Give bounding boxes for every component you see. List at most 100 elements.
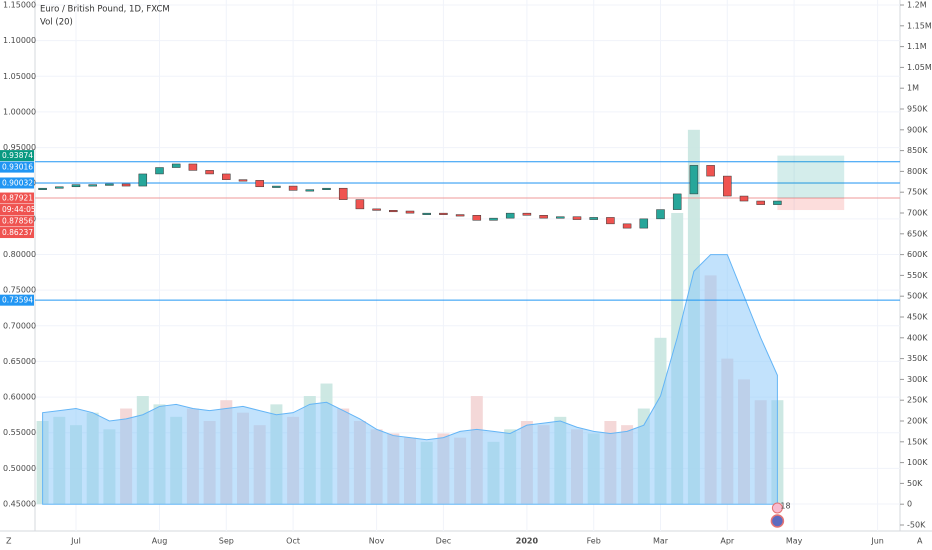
y2-tick-label: 400K	[907, 333, 928, 342]
y-tick-label: 0.75000	[3, 286, 36, 295]
y-tick-label: 0.55000	[3, 428, 36, 437]
candle	[305, 189, 315, 192]
candle	[255, 180, 264, 188]
y-tick-label: 0.80000	[3, 250, 36, 259]
price-badge	[0, 227, 34, 239]
corner-left: Z	[6, 537, 12, 546]
y-tick-label: 0.95000	[3, 143, 36, 152]
y-tick-label: 0.60000	[3, 393, 36, 402]
price-badge	[0, 150, 34, 162]
y2-tick-label: 150K	[907, 437, 928, 446]
price-badge-label: 0.93016	[2, 162, 33, 171]
y-tick-label: 1.05000	[3, 72, 36, 81]
candle	[723, 175, 732, 197]
candle	[188, 163, 198, 171]
candle	[572, 216, 582, 220]
y-tick-label: 0.45000	[3, 500, 36, 509]
candle	[38, 187, 47, 190]
candle	[138, 173, 148, 187]
y2-tick-label: 700K	[907, 209, 928, 218]
candle	[739, 195, 749, 202]
price-badge	[0, 177, 34, 189]
y2-tick-label: 200K	[907, 417, 928, 426]
price-badge-label: 0.73594	[2, 295, 33, 304]
candle	[405, 210, 415, 214]
candle	[372, 208, 381, 211]
candle	[272, 185, 281, 188]
y2-tick-label: 0	[907, 500, 912, 509]
x-tick-label: Sep	[219, 537, 234, 546]
y2-tick-label: 1M	[907, 84, 919, 93]
event-label: 18	[780, 502, 790, 511]
y2-tick-label: 500K	[907, 292, 928, 301]
y2-tick-label: 1.2M	[907, 1, 927, 10]
y2-tick-label: 800K	[907, 167, 928, 176]
candle	[756, 200, 765, 205]
y2-tick-label: 750K	[907, 188, 928, 197]
candle	[422, 212, 431, 215]
position-stop	[777, 198, 845, 211]
candle	[606, 217, 615, 225]
candle	[55, 186, 64, 189]
candle	[88, 184, 97, 187]
candle	[522, 212, 532, 216]
y2-tick-label: 550K	[907, 271, 928, 280]
y2-tick-label: 450K	[907, 313, 928, 322]
x-tick-label: Apr	[720, 537, 735, 546]
price-badge-label: 0.93874	[2, 151, 33, 160]
y-tick-label: 0.65000	[3, 357, 36, 366]
candle	[338, 187, 348, 200]
price-badge	[0, 215, 34, 227]
price-badge	[0, 294, 34, 306]
candle	[389, 210, 398, 213]
candle	[105, 183, 114, 186]
candle	[639, 218, 649, 229]
candle	[472, 215, 482, 221]
price-badge-label: 0.86237	[2, 228, 33, 237]
y2-tick-label: 600K	[907, 250, 928, 259]
price-badge-label: 0.87921	[2, 193, 33, 202]
candle	[672, 193, 682, 210]
y-tick-label: 1.15000	[3, 1, 36, 10]
chart-subtitle: Vol (20)	[40, 18, 73, 28]
y-tick-label: 0.50000	[3, 464, 36, 473]
x-tick-label: Jun	[870, 537, 884, 546]
x-tick-label: Mar	[653, 537, 669, 546]
volume-ma-area	[42, 254, 778, 505]
y2-tick-label: 350K	[907, 354, 928, 363]
x-tick-label: Dec	[436, 537, 451, 546]
x-tick-label: Oct	[286, 537, 300, 546]
price-badge	[0, 204, 34, 216]
candle	[539, 215, 548, 219]
chart-title: Euro / British Pound, 1D, FXCM	[40, 5, 170, 15]
candle	[322, 187, 331, 190]
y2-tick-label: 950K	[907, 105, 928, 114]
candle	[238, 179, 248, 182]
x-tick-label: Jul	[70, 537, 81, 546]
y2-tick-label: 100K	[907, 458, 928, 467]
candle	[355, 199, 365, 210]
x-tick-label: Feb	[587, 537, 601, 546]
x-tick-label: Nov	[369, 537, 385, 546]
candle	[222, 173, 231, 180]
y-tick-label: 1.10000	[3, 36, 36, 45]
candle	[171, 163, 181, 168]
candle	[505, 212, 515, 219]
candle	[589, 217, 598, 220]
x-tick-label: 2020	[516, 537, 539, 546]
candle	[205, 170, 214, 175]
y2-tick-label: 1.1M	[907, 42, 927, 51]
candle	[622, 223, 632, 229]
candle	[155, 167, 164, 175]
y2-tick-label: 1.15M	[907, 21, 932, 30]
y-tick-label: 0.70000	[3, 321, 36, 330]
candle	[706, 165, 715, 177]
price-badge	[0, 161, 34, 173]
price-badge-label: 0.87856	[2, 216, 33, 225]
y2-tick-label: 650K	[907, 229, 928, 238]
corner-right: A	[917, 537, 923, 546]
y2-tick-label: 850K	[907, 146, 928, 155]
y2-tick-label: -50K	[907, 521, 926, 530]
